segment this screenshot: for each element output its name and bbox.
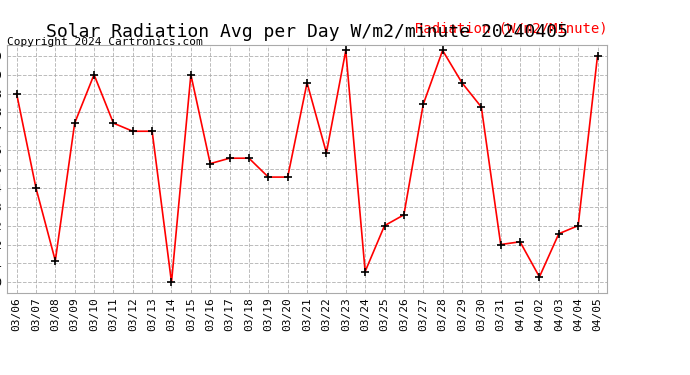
- Text: Copyright 2024 Cartronics.com: Copyright 2024 Cartronics.com: [7, 37, 203, 47]
- Title: Solar Radiation Avg per Day W/m2/minute 20240405: Solar Radiation Avg per Day W/m2/minute …: [46, 22, 568, 40]
- Text: Radiation (W/m2/Minute): Radiation (W/m2/Minute): [415, 21, 607, 35]
